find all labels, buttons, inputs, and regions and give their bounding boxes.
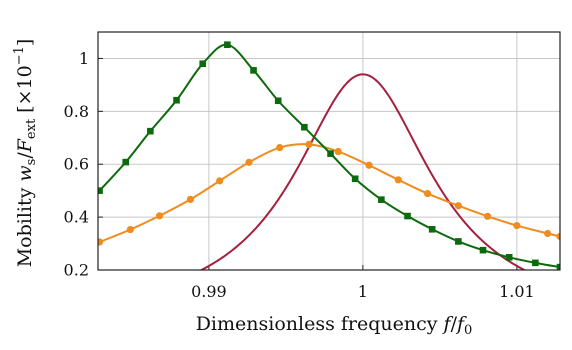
- series-2-line: [99, 143, 560, 243]
- series-2-point: [334, 147, 342, 156]
- y-tick-label: 0.6: [64, 155, 89, 174]
- series-3-point: [199, 60, 207, 68]
- series-2-point: [454, 202, 462, 210]
- series-3-point: [556, 263, 560, 270]
- series-2-point: [216, 177, 224, 185]
- series-2-point: [484, 212, 492, 220]
- y-tick-label: 0.2: [64, 261, 89, 280]
- series-2-point: [423, 189, 432, 198]
- series-2-point: [126, 225, 134, 234]
- series-3-point: [455, 238, 462, 245]
- series-3-point: [122, 158, 130, 166]
- x-tick-label: 0.99: [191, 282, 227, 301]
- series-3-point: [250, 67, 257, 74]
- x-tick-label: 1.01: [499, 282, 535, 301]
- series-3-point: [274, 97, 282, 105]
- series-3-point: [173, 96, 180, 104]
- series-3-point: [351, 175, 359, 183]
- series-3-point: [428, 225, 436, 233]
- series-2: [98, 140, 560, 246]
- y-axis-label: Mobility ws/Fext[×10−1]: [12, 39, 39, 268]
- y-tick-label: 1: [79, 49, 89, 68]
- series-2-point: [365, 161, 373, 169]
- series-3-point: [147, 127, 154, 135]
- x-axis-label: Dimensionless frequency f/f0: [196, 313, 473, 338]
- series-2-point: [186, 195, 194, 203]
- series-layer: [98, 41, 560, 270]
- x-tick-label: 1: [358, 282, 368, 301]
- series-3-point: [301, 123, 308, 131]
- series-3-point: [505, 254, 513, 261]
- series-3-point: [224, 41, 231, 48]
- series-2-point: [394, 176, 402, 184]
- plot-frame: [97, 31, 561, 271]
- y-tick-labels: 0.2 0.4 0.6 0.8 1: [64, 49, 89, 280]
- series-3-point: [404, 212, 411, 220]
- series-1: [199, 73, 527, 270]
- series-3: [98, 41, 560, 270]
- series-3-point: [479, 246, 487, 254]
- series-2-point: [544, 229, 552, 238]
- series-2-point: [156, 212, 164, 220]
- y-tick-label: 0.8: [64, 102, 89, 121]
- series-2-point: [305, 140, 313, 148]
- series-2-point: [276, 143, 284, 152]
- series-3-point: [327, 150, 334, 157]
- series-2-point: [556, 232, 560, 241]
- series-2-point: [513, 221, 521, 230]
- series-2-point: [98, 238, 104, 246]
- series-2-point: [245, 158, 253, 166]
- series-3-point: [532, 259, 539, 267]
- series-1-line: [199, 73, 527, 270]
- series-3-point: [98, 187, 103, 194]
- x-tick-labels: 0.99 1 1.01: [191, 282, 535, 301]
- y-tick-label: 0.4: [64, 208, 89, 227]
- series-3-point: [378, 196, 385, 203]
